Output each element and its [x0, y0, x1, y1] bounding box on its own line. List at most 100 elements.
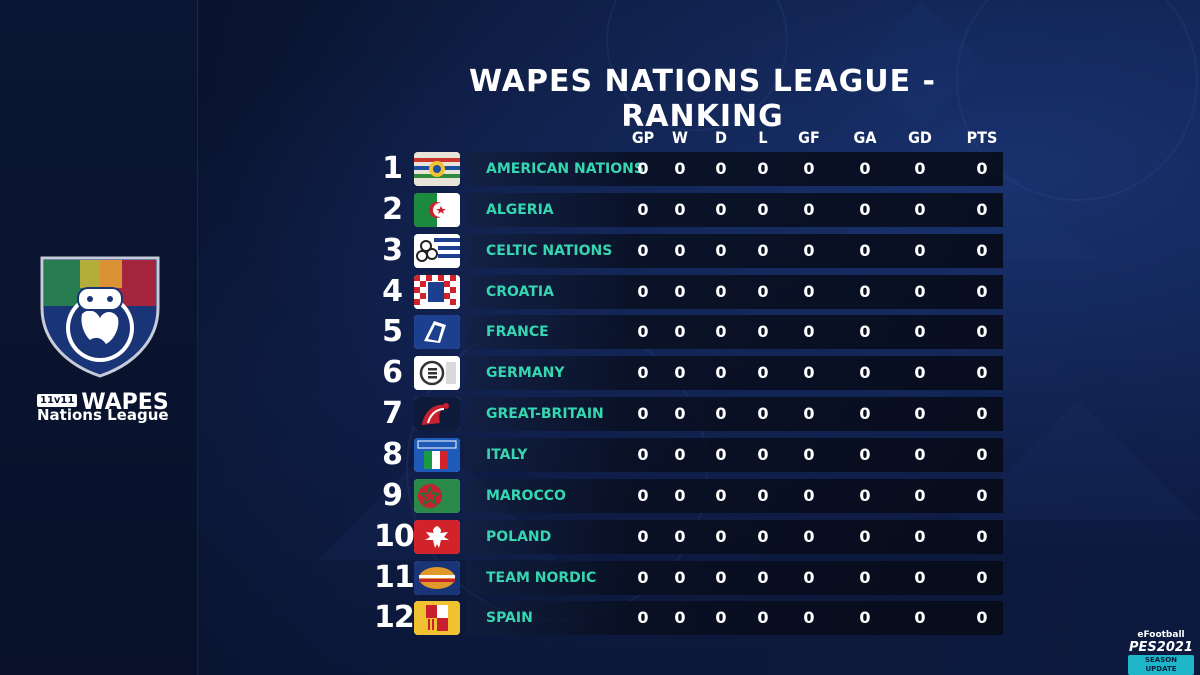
row-background: [466, 193, 1003, 227]
stat-gf: 0: [803, 241, 815, 260]
stat-gp: 0: [637, 241, 649, 260]
stat-pts: 0: [976, 241, 988, 260]
stat-pts: 0: [976, 445, 988, 464]
team-name: FRANCE: [486, 324, 549, 340]
row-background: [466, 438, 1003, 472]
row-background: [466, 561, 1003, 595]
american-nations-crest-icon: [414, 152, 460, 186]
stat-d: 0: [715, 241, 727, 260]
row-background: [466, 520, 1003, 554]
stat-ga: 0: [859, 363, 871, 382]
page-title: WAPES NATIONS LEAGUE - RANKING: [469, 64, 936, 134]
wapes-brand: WAPES: [81, 390, 169, 415]
stat-pts: 0: [976, 282, 988, 301]
stat-pts: 0: [976, 363, 988, 382]
stat-d: 0: [715, 608, 727, 627]
stat-gp: 0: [637, 159, 649, 178]
italy-crest-icon: [414, 438, 460, 472]
stat-d: 0: [715, 200, 727, 219]
team-name: MAROCCO: [486, 488, 566, 504]
stat-pts: 0: [976, 527, 988, 546]
table-row: 7 GREAT-BRITAIN 0 0 0 0 0 0 0 0: [0, 396, 1200, 432]
table-header: GP W D L GF GA GD PTS: [0, 128, 1200, 148]
marocco-crest-icon: [414, 479, 460, 513]
stat-w: 0: [674, 527, 686, 546]
stat-d: 0: [715, 568, 727, 587]
stat-gp: 0: [637, 322, 649, 341]
stat-pts: 0: [976, 486, 988, 505]
rank-number: 1: [382, 151, 403, 186]
stat-ga: 0: [859, 241, 871, 260]
team-nordic-crest-icon: [414, 561, 460, 595]
rank-number: 3: [382, 233, 403, 268]
stat-pts: 0: [976, 159, 988, 178]
stat-w: 0: [674, 608, 686, 627]
germany-crest-icon: [414, 356, 460, 390]
11v11-badge: 11v11: [37, 393, 78, 407]
team-name: ALGERIA: [486, 202, 554, 218]
team-name: CROATIA: [486, 284, 554, 300]
stat-l: 0: [757, 159, 769, 178]
stat-gp: 0: [637, 486, 649, 505]
stat-d: 0: [715, 404, 727, 423]
table-row: 2 ALGERIA 0 0 0 0 0 0 0 0: [0, 192, 1200, 228]
rank-number: 5: [382, 314, 403, 349]
column-header-gp: GP: [631, 128, 655, 147]
stat-d: 0: [715, 527, 727, 546]
row-background: [466, 315, 1003, 349]
celtic-nations-crest-icon: [414, 234, 460, 268]
stat-gf: 0: [803, 200, 815, 219]
stat-ga: 0: [859, 159, 871, 178]
stat-ga: 0: [859, 200, 871, 219]
rank-number: 7: [382, 396, 403, 431]
stat-d: 0: [715, 282, 727, 301]
row-background: [466, 356, 1003, 390]
stat-ga: 0: [859, 608, 871, 627]
table-row: 9 MAROCCO 0 0 0 0 0 0 0 0: [0, 478, 1200, 514]
column-header-d: D: [715, 128, 727, 147]
stat-l: 0: [757, 608, 769, 627]
table-row: 4 CROATIA 0 0 0 0 0 0 0 0: [0, 274, 1200, 310]
pes2021-logo: eFootball PES2021 SEASON UPDATE: [1128, 630, 1194, 675]
stat-l: 0: [757, 527, 769, 546]
table-row: 3 CELTIC NATIONS 0 0 0 0 0 0 0 0: [0, 233, 1200, 269]
row-background: [466, 275, 1003, 309]
stat-gd: 0: [914, 486, 926, 505]
wapes-brand-text: 11v11 WAPES: [37, 390, 169, 415]
rank-number: 12: [374, 600, 415, 635]
stat-gp: 0: [637, 200, 649, 219]
team-name: SPAIN: [486, 610, 533, 626]
stat-gf: 0: [803, 363, 815, 382]
stat-pts: 0: [976, 608, 988, 627]
stat-l: 0: [757, 282, 769, 301]
rank-number: 6: [382, 355, 403, 390]
stat-gd: 0: [914, 159, 926, 178]
stat-w: 0: [674, 363, 686, 382]
stat-gf: 0: [803, 322, 815, 341]
stat-l: 0: [757, 322, 769, 341]
rank-number: 8: [382, 437, 403, 472]
stat-ga: 0: [859, 527, 871, 546]
stat-pts: 0: [976, 322, 988, 341]
row-background: [466, 152, 1003, 186]
row-background: [466, 234, 1003, 268]
team-name: ITALY: [486, 447, 528, 463]
stat-gf: 0: [803, 282, 815, 301]
wapes-shield-logo: [30, 248, 170, 382]
nations-league-subtitle: Nations League: [37, 406, 169, 424]
team-name: CELTIC NATIONS: [486, 243, 613, 259]
rank-number: 4: [382, 274, 403, 309]
pes2021-text: PES2021: [1129, 640, 1193, 655]
stat-ga: 0: [859, 568, 871, 587]
team-name: GERMANY: [486, 365, 565, 381]
stat-w: 0: [674, 445, 686, 464]
stat-gd: 0: [914, 363, 926, 382]
stat-d: 0: [715, 159, 727, 178]
stat-gd: 0: [914, 445, 926, 464]
stat-gf: 0: [803, 159, 815, 178]
stat-gd: 0: [914, 404, 926, 423]
stat-ga: 0: [859, 322, 871, 341]
table-row: 1 AMERICAN NATIONS 0 0 0 0 0 0 0 0: [0, 151, 1200, 187]
rank-number: 10: [374, 519, 415, 554]
stat-gp: 0: [637, 608, 649, 627]
